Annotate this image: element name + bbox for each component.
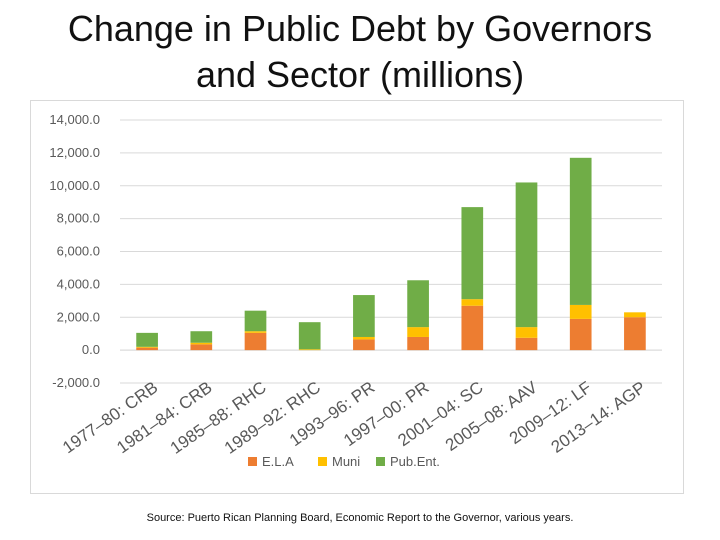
bar-muni-2	[244, 331, 267, 333]
legend: E.L.A Muni Pub.Ent.	[248, 454, 440, 469]
chart-title-line-1: Change in Public Debt by Governors	[67, 8, 653, 49]
legend-swatch-pub	[376, 457, 385, 466]
stacked-bar-chart: -2,000.0 0.0 2,000.0 4,000.0 6,000.0 8,000.0 1…	[49, 112, 662, 469]
y-axis: -2,000.0 0.0 2,000.0 4,000.0 6,000.0 8,000.0 1…	[49, 112, 100, 390]
bar-pub-0	[136, 332, 158, 347]
bar-pub-5	[407, 280, 429, 328]
y-tick-label: -2,000.0	[52, 375, 100, 390]
legend-label-ela: E.L.A	[262, 454, 294, 469]
chart-title-line-2: and Sector (millions)	[195, 54, 525, 95]
y-tick-label: 14,000.0	[49, 112, 100, 127]
bar-pub-6	[461, 207, 484, 300]
bar-ela-1	[190, 344, 213, 351]
bar-pub-2	[244, 310, 267, 332]
x-tick-label: 2005–08: AAV	[442, 377, 541, 455]
bar-ela-4	[353, 339, 375, 351]
bar-muni-1	[190, 342, 213, 345]
bar-pub-4	[353, 295, 375, 337]
x-tick-label: 2013–14: AGP	[548, 378, 649, 457]
bar-muni-3	[298, 349, 321, 351]
bar-muni-0	[136, 346, 158, 348]
bar-muni-4	[353, 336, 375, 340]
legend-swatch-ela	[248, 457, 257, 466]
chart-title: Change in Public Debt by Governors and S…	[0, 6, 720, 98]
bar-ela-5	[407, 336, 429, 351]
y-tick-label: 0.0	[82, 342, 100, 357]
bar-ela-9	[624, 317, 646, 351]
bars	[136, 157, 646, 351]
bar-ela-0	[136, 347, 158, 351]
y-tick-label: 12,000.0	[49, 145, 100, 160]
y-tick-label: 2,000.0	[57, 309, 100, 324]
bar-pub-1	[190, 331, 213, 343]
bar-ela-6	[461, 305, 484, 351]
legend-label-pub: Pub.Ent.	[390, 454, 440, 469]
bar-muni-7	[515, 327, 538, 338]
bar-ela-2	[244, 332, 267, 351]
bar-ela-8	[569, 318, 592, 351]
bar-muni-8	[569, 304, 592, 319]
bar-ela-7	[515, 337, 538, 351]
bar-pub-8	[569, 157, 592, 305]
y-tick-label: 10,000.0	[49, 178, 100, 193]
source-note: Source: Puerto Rican Planning Board, Eco…	[146, 512, 574, 524]
bar-muni-5	[407, 327, 429, 337]
bar-pub-3	[298, 322, 321, 350]
legend-label-muni: Muni	[332, 454, 360, 469]
bar-pub-7	[515, 182, 538, 328]
y-tick-label: 4,000.0	[57, 276, 100, 291]
legend-swatch-muni	[318, 457, 327, 466]
y-tick-label: 8,000.0	[57, 211, 100, 226]
bar-muni-6	[461, 299, 484, 306]
bar-muni-9	[624, 312, 646, 318]
x-tick-label: 1981–84: CRB	[113, 378, 215, 458]
y-tick-label: 6,000.0	[57, 244, 100, 259]
